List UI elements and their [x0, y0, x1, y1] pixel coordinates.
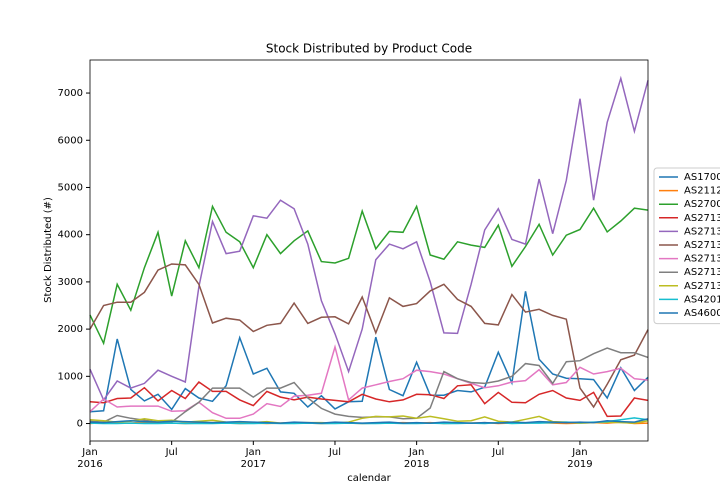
data-line [89, 291, 649, 413]
data-line [89, 263, 649, 409]
legend-label: AS2713 [684, 240, 720, 251]
data-line [89, 204, 649, 346]
data-line [89, 418, 649, 424]
legend-label: AS2700 [684, 199, 720, 210]
y-tick-label: 3000 [58, 277, 83, 288]
y-tick-label: 5000 [58, 182, 83, 193]
x-tick-label: Jul [165, 447, 178, 458]
legend-label: AS4201 [684, 294, 720, 305]
y-tick-label: 1000 [58, 371, 83, 382]
legend-box [653, 167, 720, 325]
x-tick-label: Jul [328, 447, 341, 458]
data-line [89, 75, 649, 402]
legend-label: AS1700 [684, 172, 720, 183]
x-tick-label: Jul [492, 447, 505, 458]
legend-label: AS2713 [684, 226, 720, 237]
x-tick-label: Jan 2019 [567, 447, 593, 470]
legend-label: AS2112 [684, 186, 720, 197]
legend-label: AS2713 [684, 267, 720, 278]
legend-label: AS2713 [684, 254, 720, 265]
y-tick-label: 7000 [58, 88, 83, 99]
y-tick-label: 6000 [58, 135, 83, 146]
x-tick-label: Jan 2016 [77, 447, 103, 470]
y-tick-label: 4000 [58, 230, 83, 241]
data-line [89, 344, 649, 420]
y-tick-label: 0 [77, 419, 83, 430]
legend-label: AS2713 [684, 213, 720, 224]
y-axis-label: Stock Distributed (#) [43, 197, 54, 303]
data-line [89, 380, 649, 418]
y-tick-label: 2000 [58, 324, 83, 335]
plot-frame [89, 59, 649, 442]
legend-label: AS4600 [684, 308, 720, 319]
legend-label: AS2713 [684, 281, 720, 292]
x-tick-label: Jan 2018 [403, 447, 430, 470]
chart-title: Stock Distributed by Product Code [266, 42, 472, 56]
x-axis-label: calendar [347, 473, 391, 484]
x-tick-label: Jan 2017 [240, 447, 267, 470]
